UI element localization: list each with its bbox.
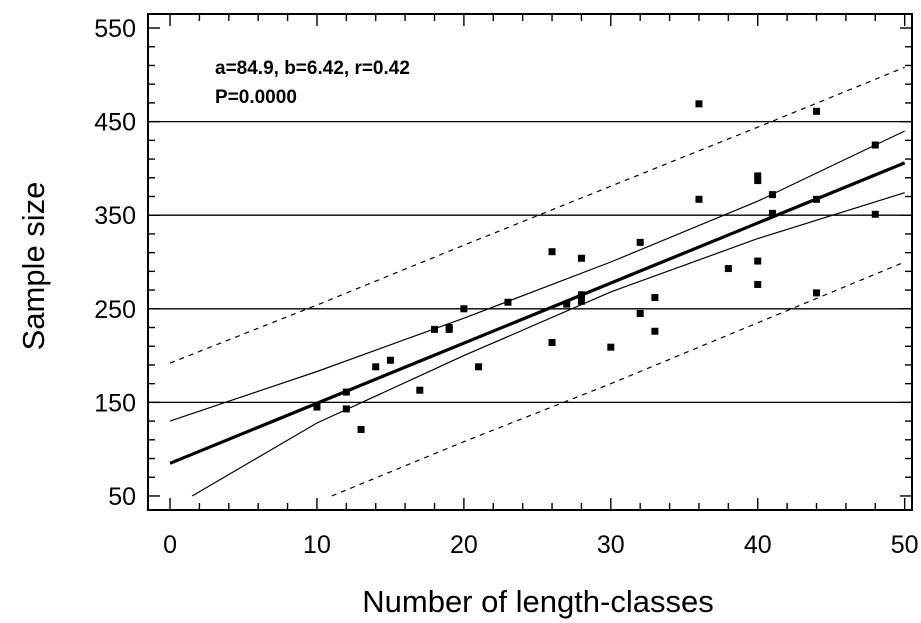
- data-point-21: [636, 238, 644, 246]
- data-point-15: [563, 300, 571, 308]
- data-point-6: [416, 386, 424, 394]
- data-point-36: [871, 210, 879, 218]
- prediction-band-upper: [169, 66, 905, 364]
- data-point-4: [372, 363, 380, 371]
- data-point-22: [651, 327, 659, 335]
- axis-ticks: [148, 14, 912, 510]
- data-point-7: [431, 325, 438, 333]
- data-point-3: [357, 426, 365, 434]
- data-point-1: [342, 405, 350, 413]
- data-point-29: [754, 177, 762, 185]
- data-point-12: [504, 298, 512, 306]
- interval-bands: [169, 66, 905, 497]
- data-point-26: [724, 265, 732, 273]
- x-tick-label-30: 30: [597, 531, 625, 559]
- data-point-32: [768, 209, 776, 217]
- annotation-line-2: P=0.0000: [215, 87, 297, 108]
- y-tick-label-450: 450: [94, 109, 136, 137]
- data-point-31: [768, 191, 776, 199]
- data-point-37: [871, 141, 879, 149]
- data-point-23: [651, 294, 659, 302]
- x-tick-label-40: 40: [744, 531, 772, 559]
- data-point-20: [636, 309, 644, 317]
- data-point-9: [445, 324, 453, 332]
- data-point-2: [342, 388, 350, 396]
- y-tick-label-550: 550: [94, 15, 136, 43]
- data-points: [313, 100, 879, 434]
- data-point-16: [577, 297, 585, 305]
- data-point-13: [548, 338, 556, 346]
- data-point-19: [607, 343, 615, 351]
- data-point-33: [813, 289, 820, 297]
- data-point-17: [577, 291, 585, 299]
- data-point-24: [695, 195, 703, 203]
- y-tick-label-50: 50: [108, 483, 136, 511]
- confidence-band-upper: [169, 130, 905, 422]
- y-tick-label-350: 350: [94, 202, 136, 230]
- x-axis-title: Number of length-classes: [362, 584, 714, 619]
- data-point-18: [577, 254, 585, 262]
- data-point-0: [313, 403, 321, 411]
- x-tick-label-0: 0: [163, 531, 177, 559]
- data-point-27: [754, 280, 762, 288]
- data-point-10: [460, 305, 468, 313]
- x-tick-labels: 0 10 20 30 40 50: [163, 531, 918, 559]
- data-point-30: [754, 172, 762, 180]
- x-tick-label-10: 10: [303, 531, 331, 559]
- y-tick-label-250: 250: [94, 296, 136, 324]
- y-tick-label-150: 150: [94, 389, 136, 417]
- x-tick-label-20: 20: [450, 531, 478, 559]
- annotation-line-1: a=84.9, b=6.42, r=0.42: [215, 58, 410, 79]
- data-point-35: [813, 107, 820, 115]
- y-tick-labels: 50 150 250 350 450 550: [94, 15, 136, 511]
- data-point-25: [695, 100, 703, 108]
- y-axis-title: Sample size: [16, 182, 51, 351]
- regression-line: [169, 161, 906, 465]
- data-point-28: [754, 257, 762, 265]
- data-point-11: [475, 363, 483, 371]
- data-point-14: [548, 248, 556, 256]
- prediction-band-lower: [331, 261, 905, 497]
- data-point-34: [813, 195, 820, 203]
- gridlines: [148, 120, 912, 404]
- x-tick-label-50: 50: [891, 531, 919, 559]
- fitted-line: [169, 161, 906, 465]
- confidence-band-lower: [191, 192, 905, 497]
- data-point-5: [386, 356, 394, 364]
- plot-frame: [147, 13, 913, 511]
